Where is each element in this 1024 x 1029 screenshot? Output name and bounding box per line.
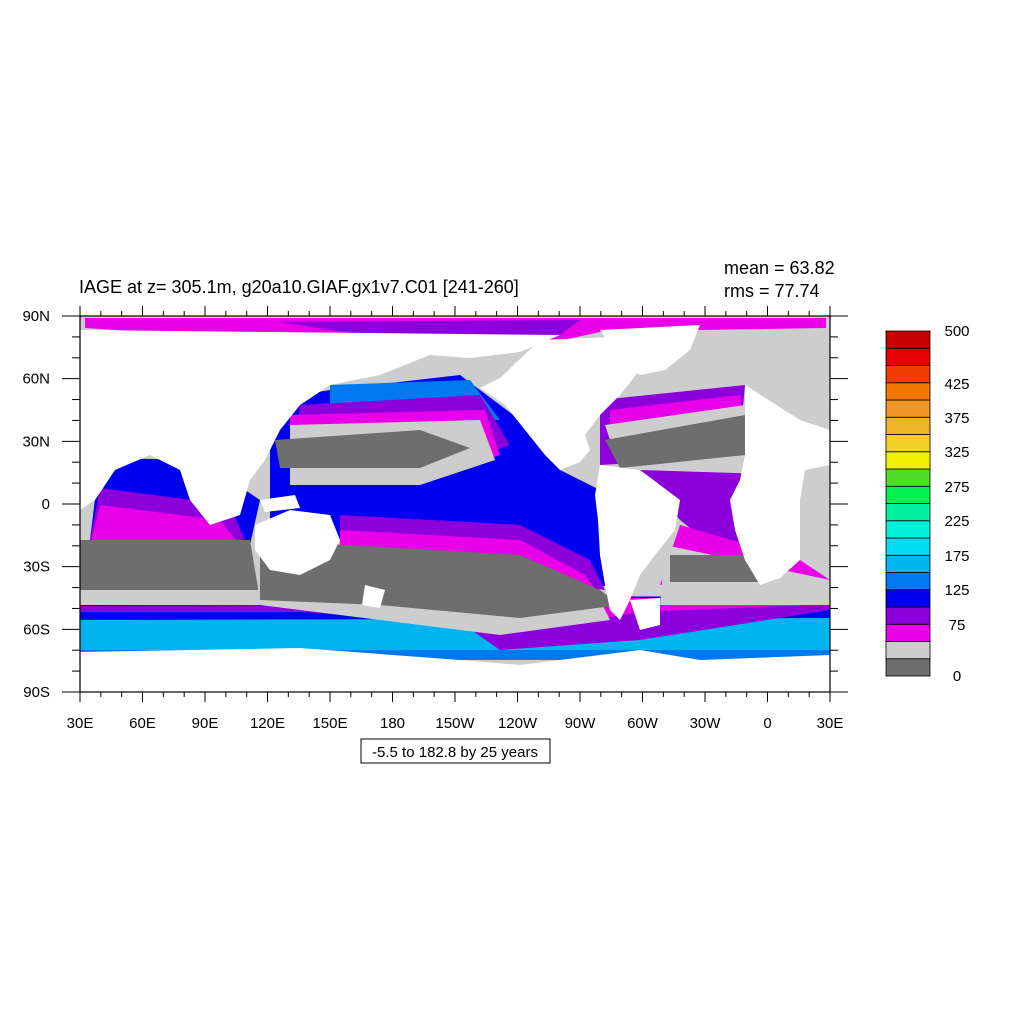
colorbar-label: 425 [944, 376, 969, 393]
plot-title: IAGE at z= 305.1m, g20a10.GIAF.gx1v7.C01… [79, 277, 519, 297]
colorbar-label: 375 [944, 410, 969, 427]
colorbar-label: 125 [944, 582, 969, 599]
y-axis-labels: 90N 60N 30N 0 30S 60S 90S [22, 308, 50, 701]
y-tick-label: 60N [22, 371, 50, 388]
x-tick-label: 30E [817, 715, 844, 732]
x-axis-labels: 30E 60E 90E 120E 150E 180 150W 120W 90W 60W 30W 0 30… [67, 715, 844, 732]
y-tick-label: 30N [22, 433, 50, 450]
colorbar-swatch [885, 365, 931, 384]
x-tick-label: 30W [690, 715, 722, 732]
colorbar-label: 75 [949, 617, 966, 634]
colorbar-swatch [885, 554, 931, 573]
map-panel: 30E 60E 90E 120E 150E 180 150W 120W 90W 60W 30W 0 30… [22, 306, 848, 732]
x-tick-label: 120W [498, 715, 538, 732]
x-tick-label: 180 [380, 715, 405, 732]
contour-info-text: -5.5 to 182.8 by 25 years [372, 744, 538, 761]
colorbar-swatch [885, 572, 931, 591]
colorbar-label: 325 [944, 444, 969, 461]
colorbar-label: 0 [953, 668, 961, 685]
colorbar-swatch [885, 382, 931, 401]
colorbar-swatch [885, 658, 931, 677]
colorbar-swatch [885, 589, 931, 608]
contour-info-box [360, 738, 551, 764]
y-tick-label: 30S [23, 559, 50, 576]
land-masses [80, 325, 830, 692]
colorbar-swatch [885, 606, 931, 625]
colorbar-swatch [885, 520, 931, 539]
colorbar-label: 275 [944, 479, 969, 496]
y-tick-label: 90S [23, 684, 50, 701]
colorbar-swatch [885, 537, 931, 556]
mean-value: mean = 63.82 [724, 258, 835, 278]
x-tick-label: 90W [565, 715, 597, 732]
colorbar-swatch [885, 468, 931, 487]
colorbar-swatch [885, 399, 931, 418]
rms-value: rms = 77.74 [724, 281, 820, 301]
colorbar-swatch [885, 416, 931, 435]
y-tick-label: 60S [23, 621, 50, 638]
colorbar-swatch [885, 623, 931, 642]
colorbar-swatch [885, 503, 931, 522]
colorbar-swatch [885, 330, 931, 349]
colorbar-swatch [885, 434, 931, 453]
x-tick-label: 150W [435, 715, 475, 732]
colorbar-swatch [885, 485, 931, 504]
colorbar-swatch [885, 451, 931, 470]
x-tick-label: 150E [312, 715, 347, 732]
y-tick-label: 0 [42, 496, 50, 513]
colorbar: 0 75 125 175 225 275 325 375 425 500 [885, 323, 970, 685]
x-tick-label: 60E [129, 715, 156, 732]
colorbar-swatch [885, 347, 931, 366]
colorbar-label: 225 [944, 513, 969, 530]
x-tick-label: 30E [67, 715, 94, 732]
x-tick-label: 120E [250, 715, 285, 732]
y-tick-label: 90N [22, 308, 50, 325]
colorbar-label: 175 [944, 548, 969, 565]
colorbar-label: 500 [944, 323, 969, 340]
x-tick-label: 60W [627, 715, 659, 732]
colorbar-swatch [885, 641, 931, 660]
x-tick-label: 90E [192, 715, 219, 732]
axis-ticks [62, 306, 848, 702]
x-tick-label: 0 [763, 715, 771, 732]
